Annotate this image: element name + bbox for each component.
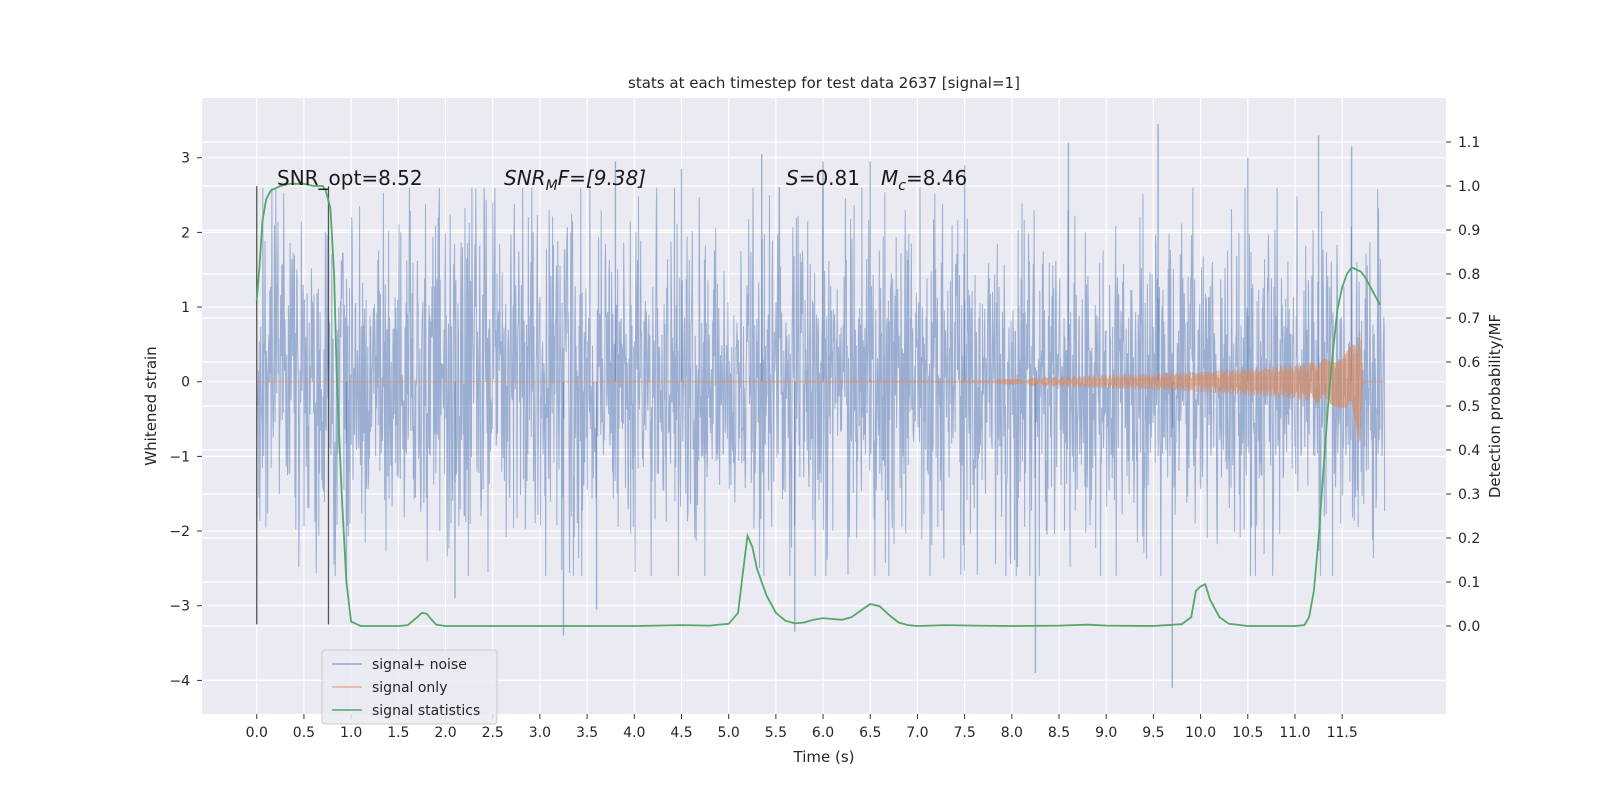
y-right-tick-label: 0.7 xyxy=(1458,311,1480,327)
x-tick-label: 0.0 xyxy=(246,725,268,741)
tick-labels-layer: 0.0 0.5 1.0 1.5 2.0 2.5 3.0 3.5 4.0 4.5 5.0 5.5 6.0 6… xyxy=(169,135,1480,741)
signal-only-series-layer xyxy=(256,330,1385,441)
vertical-markers-layer xyxy=(256,186,330,625)
x-tick-label: 11.0 xyxy=(1279,725,1310,741)
annotation-snr-mf-sub: M xyxy=(546,178,558,194)
y-tick-label: 2 xyxy=(181,225,190,241)
y-tick-label: −4 xyxy=(169,673,190,689)
legend: signal+ noise signal only signal statist… xyxy=(321,649,498,725)
annotation-mc-value: =8.46 xyxy=(906,166,967,190)
annotation-snr-opt: SNR_opt=8.52 xyxy=(277,166,423,190)
y-right-tick-label: 0.6 xyxy=(1458,355,1480,371)
series-line-signal-statistics xyxy=(255,182,1381,627)
annotation-mc: Mc=8.46 xyxy=(881,166,967,194)
x-tick-label: 8.0 xyxy=(1001,725,1023,741)
x-tick-label: 7.0 xyxy=(906,725,928,741)
y-right-tick-label: 0.8 xyxy=(1458,267,1480,283)
x-tick-label: 11.5 xyxy=(1327,725,1358,741)
noise-series-layer xyxy=(256,124,1386,688)
legend-label-noise: signal+ noise xyxy=(372,657,467,673)
annotation-s-value: =0.81 xyxy=(799,166,860,190)
annotation-snr-mf: SNRMF=[9.38] xyxy=(504,166,646,194)
y-tick-label: −3 xyxy=(169,599,190,615)
chart-title: stats at each timestep for test data 263… xyxy=(628,74,1020,92)
annotation-s-main: S xyxy=(786,166,799,190)
y-right-tick-label: 0.4 xyxy=(1458,443,1480,459)
y-tick-label: −2 xyxy=(169,524,190,540)
x-tick-label: 7.5 xyxy=(954,725,976,741)
y-axis-right-label: Detection probability/MF xyxy=(1486,314,1504,498)
y-right-tick-label: 1.0 xyxy=(1458,179,1480,195)
y-right-tick-label: 0.1 xyxy=(1458,575,1480,591)
y-right-tick-label: 0.0 xyxy=(1458,619,1480,635)
legend-label-signal: signal only xyxy=(372,680,447,696)
x-tick-label: 5.5 xyxy=(765,725,787,741)
y-right-tick-label: 0.9 xyxy=(1458,223,1480,239)
series-line-signal-only xyxy=(256,330,1385,441)
x-tick-label: 1.0 xyxy=(340,725,362,741)
statistics-series-layer xyxy=(255,182,1381,627)
y-right-tick-label: 1.1 xyxy=(1458,135,1480,151)
series-line-signal-noise xyxy=(256,187,1386,576)
x-tick-label: 10.5 xyxy=(1232,725,1263,741)
y-right-tick-label: 0.2 xyxy=(1458,531,1480,547)
x-tick-label: 0.5 xyxy=(293,725,315,741)
x-tick-label: 4.5 xyxy=(670,725,692,741)
x-tick-label: 10.0 xyxy=(1185,725,1216,741)
y-tick-label: 0 xyxy=(181,375,190,391)
annotation-s: S=0.81 xyxy=(786,166,860,190)
x-tick-label: 2.5 xyxy=(482,725,504,741)
x-tick-label: 3.5 xyxy=(576,725,598,741)
y-axis-label: Whitened strain xyxy=(142,346,160,465)
annotation-mc-sub: c xyxy=(898,178,906,194)
x-tick-label: 6.0 xyxy=(812,725,834,741)
x-tick-label: 3.0 xyxy=(529,725,551,741)
legend-box xyxy=(321,649,498,725)
y-right-tick-label: 0.5 xyxy=(1458,399,1480,415)
y-right-tick-label: 0.3 xyxy=(1458,487,1480,503)
y-tick-label: 3 xyxy=(181,151,190,167)
x-tick-label: 9.5 xyxy=(1142,725,1164,741)
y-tick-label: 1 xyxy=(181,300,190,316)
y-tick-label: −1 xyxy=(169,449,190,465)
annotation-mc-main: M xyxy=(881,166,898,190)
x-tick-label: 9.0 xyxy=(1095,725,1117,741)
x-tick-label: 6.5 xyxy=(859,725,881,741)
x-tick-label: 1.5 xyxy=(387,725,409,741)
annotation-snr-mf-main: SNR xyxy=(504,166,546,190)
x-tick-label: 5.0 xyxy=(718,725,740,741)
annotation-snr-mf-rest: F=[9.38] xyxy=(558,166,646,190)
legend-label-statistics: signal statistics xyxy=(372,703,480,719)
x-tick-label: 2.0 xyxy=(434,725,456,741)
x-tick-label: 8.5 xyxy=(1048,725,1070,741)
x-axis-label: Time (s) xyxy=(793,748,855,766)
x-tick-label: 4.0 xyxy=(623,725,645,741)
